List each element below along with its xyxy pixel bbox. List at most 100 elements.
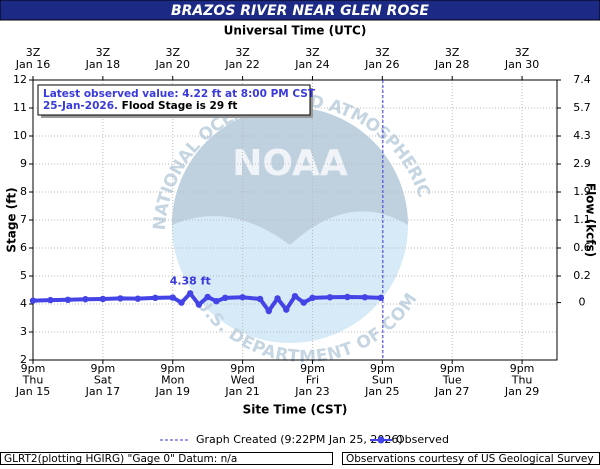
- y-tick-label: 4: [20, 297, 27, 310]
- x2-tick-label: 3Z: [515, 46, 530, 59]
- y-axis-label: Stage (ft): [5, 187, 19, 252]
- x-tick-label: Jan 15: [15, 385, 50, 398]
- data-point: [377, 294, 385, 302]
- x-tick-label: Wed: [231, 374, 255, 387]
- y-tick-label: 8: [20, 185, 27, 198]
- x-tick-label: Mon: [161, 374, 184, 387]
- y-tick-label: 5: [20, 269, 27, 282]
- info-box: [37, 84, 311, 116]
- x-axis-label: Site Time (CST): [243, 403, 348, 417]
- x-tick-label: Jan 19: [155, 385, 190, 398]
- x-tick-label: Thu: [511, 374, 533, 387]
- x2-tick-label: Jan 18: [85, 58, 120, 71]
- data-point: [361, 294, 369, 301]
- data-point: [213, 298, 220, 305]
- data-point: [291, 292, 299, 300]
- data-point: [274, 295, 281, 302]
- y-tick-label: 11: [13, 101, 27, 114]
- data-point: [265, 307, 272, 315]
- x2-tick-label: 3Z: [305, 46, 320, 59]
- x-tick-label: Thu: [22, 374, 44, 387]
- y-tick-label: 6: [20, 241, 27, 254]
- data-point: [169, 294, 176, 301]
- y2-axis-label: Flow (kcfs): [584, 183, 598, 257]
- x2-tick-label: Jan 20: [155, 58, 190, 71]
- x2-tick-label: Jan 28: [434, 58, 469, 71]
- y2-tick-label: 0.6: [573, 241, 591, 254]
- legend-created-text: Graph Created (9:22PM Jan 25, 2026): [196, 433, 403, 446]
- x2-tick-label: 3Z: [26, 46, 41, 59]
- info-line1: Latest observed value: 4.22 ft at 8:00 P…: [43, 88, 316, 100]
- data-point: [256, 295, 264, 303]
- x-tick-label: Jan 27: [434, 385, 469, 398]
- y-tick-label: 12: [13, 73, 27, 86]
- legend-observed-text: Observed: [396, 433, 449, 446]
- x-tick-label: 9pm: [91, 362, 116, 375]
- y-tick-label: 10: [13, 129, 27, 142]
- data-point: [178, 299, 185, 306]
- x-tick-label: Sat: [94, 374, 113, 387]
- data-point: [221, 294, 229, 302]
- data-point: [344, 293, 351, 301]
- data-point: [152, 294, 159, 302]
- x-tick-label: Sun: [372, 374, 393, 387]
- x-tick-label: Jan 29: [504, 385, 539, 398]
- x-tick-label: Jan 17: [85, 385, 120, 398]
- y2-tick-label: 0.2: [573, 269, 591, 282]
- x-tick-label: 9pm: [510, 362, 535, 375]
- data-point: [309, 294, 316, 302]
- data-point: [239, 294, 246, 301]
- x2-tick-label: Jan 22: [224, 58, 259, 71]
- x-tick-label: Tue: [442, 374, 462, 387]
- data-point: [204, 293, 211, 301]
- max-label: 4.38 ft: [170, 274, 211, 287]
- y-tick-label: 2: [20, 353, 27, 366]
- plot-border: [32, 79, 558, 361]
- title-bar: [0, 0, 600, 21]
- y2-tick-label: 1.9: [573, 185, 591, 198]
- y2-tick-label: 2.9: [573, 157, 591, 170]
- data-point: [283, 306, 290, 313]
- y2-tick-label: 7.4: [573, 73, 591, 86]
- y-tick-label: 7: [20, 213, 27, 226]
- y-tick-label: 3: [20, 325, 27, 338]
- footer-left: GLRT2(plotting HGIRG) "Gage 0" Datum: n/…: [4, 453, 237, 465]
- x-tick-label: 9pm: [230, 362, 255, 375]
- x-tick-label: 9pm: [21, 362, 46, 375]
- watermark-top: [172, 107, 408, 245]
- data-point: [300, 299, 307, 306]
- x-tick-label: Jan 21: [224, 385, 259, 398]
- x-tick-label: 9pm: [160, 362, 185, 375]
- chart-title: BRAZOS RIVER NEAR GLEN ROSE: [171, 3, 429, 19]
- x2-tick-label: 3Z: [445, 46, 460, 59]
- watermark-center: NOAA: [232, 143, 348, 184]
- x-tick-label: Jan 25: [364, 385, 399, 398]
- y2-tick-label: 1.1: [573, 213, 591, 226]
- footer-right: Observations courtesy of US Geological S…: [346, 453, 594, 465]
- x2-tick-label: 3Z: [375, 46, 390, 59]
- info-flood: Flood Stage is 29 ft: [122, 100, 238, 112]
- x-tick-label: 9pm: [440, 362, 465, 375]
- y-tick-label: 9: [20, 157, 27, 170]
- x2-axis-label: Universal Time (UTC): [224, 24, 367, 38]
- data-point: [29, 297, 37, 304]
- data-point: [187, 290, 194, 297]
- x2-tick-label: Jan 30: [504, 58, 539, 71]
- x-tick-label: Fri: [306, 374, 319, 387]
- y2-tick-label: 5.7: [573, 101, 591, 114]
- data-point: [195, 301, 203, 308]
- x2-tick-label: 3Z: [165, 46, 180, 59]
- x-tick-label: Jan 23: [294, 385, 329, 398]
- data-point: [326, 294, 334, 301]
- data-point: [64, 296, 72, 303]
- data-point: [82, 296, 89, 303]
- x-tick-label: 9pm: [300, 362, 325, 375]
- data-point: [117, 295, 124, 302]
- data-point: [47, 296, 54, 304]
- x2-tick-label: Jan 26: [364, 58, 399, 71]
- data-point: [134, 295, 141, 302]
- info-date: 25-Jan-2026.: [43, 100, 118, 112]
- legend-observed-marker: [377, 436, 385, 444]
- x2-tick-label: Jan 16: [15, 58, 50, 71]
